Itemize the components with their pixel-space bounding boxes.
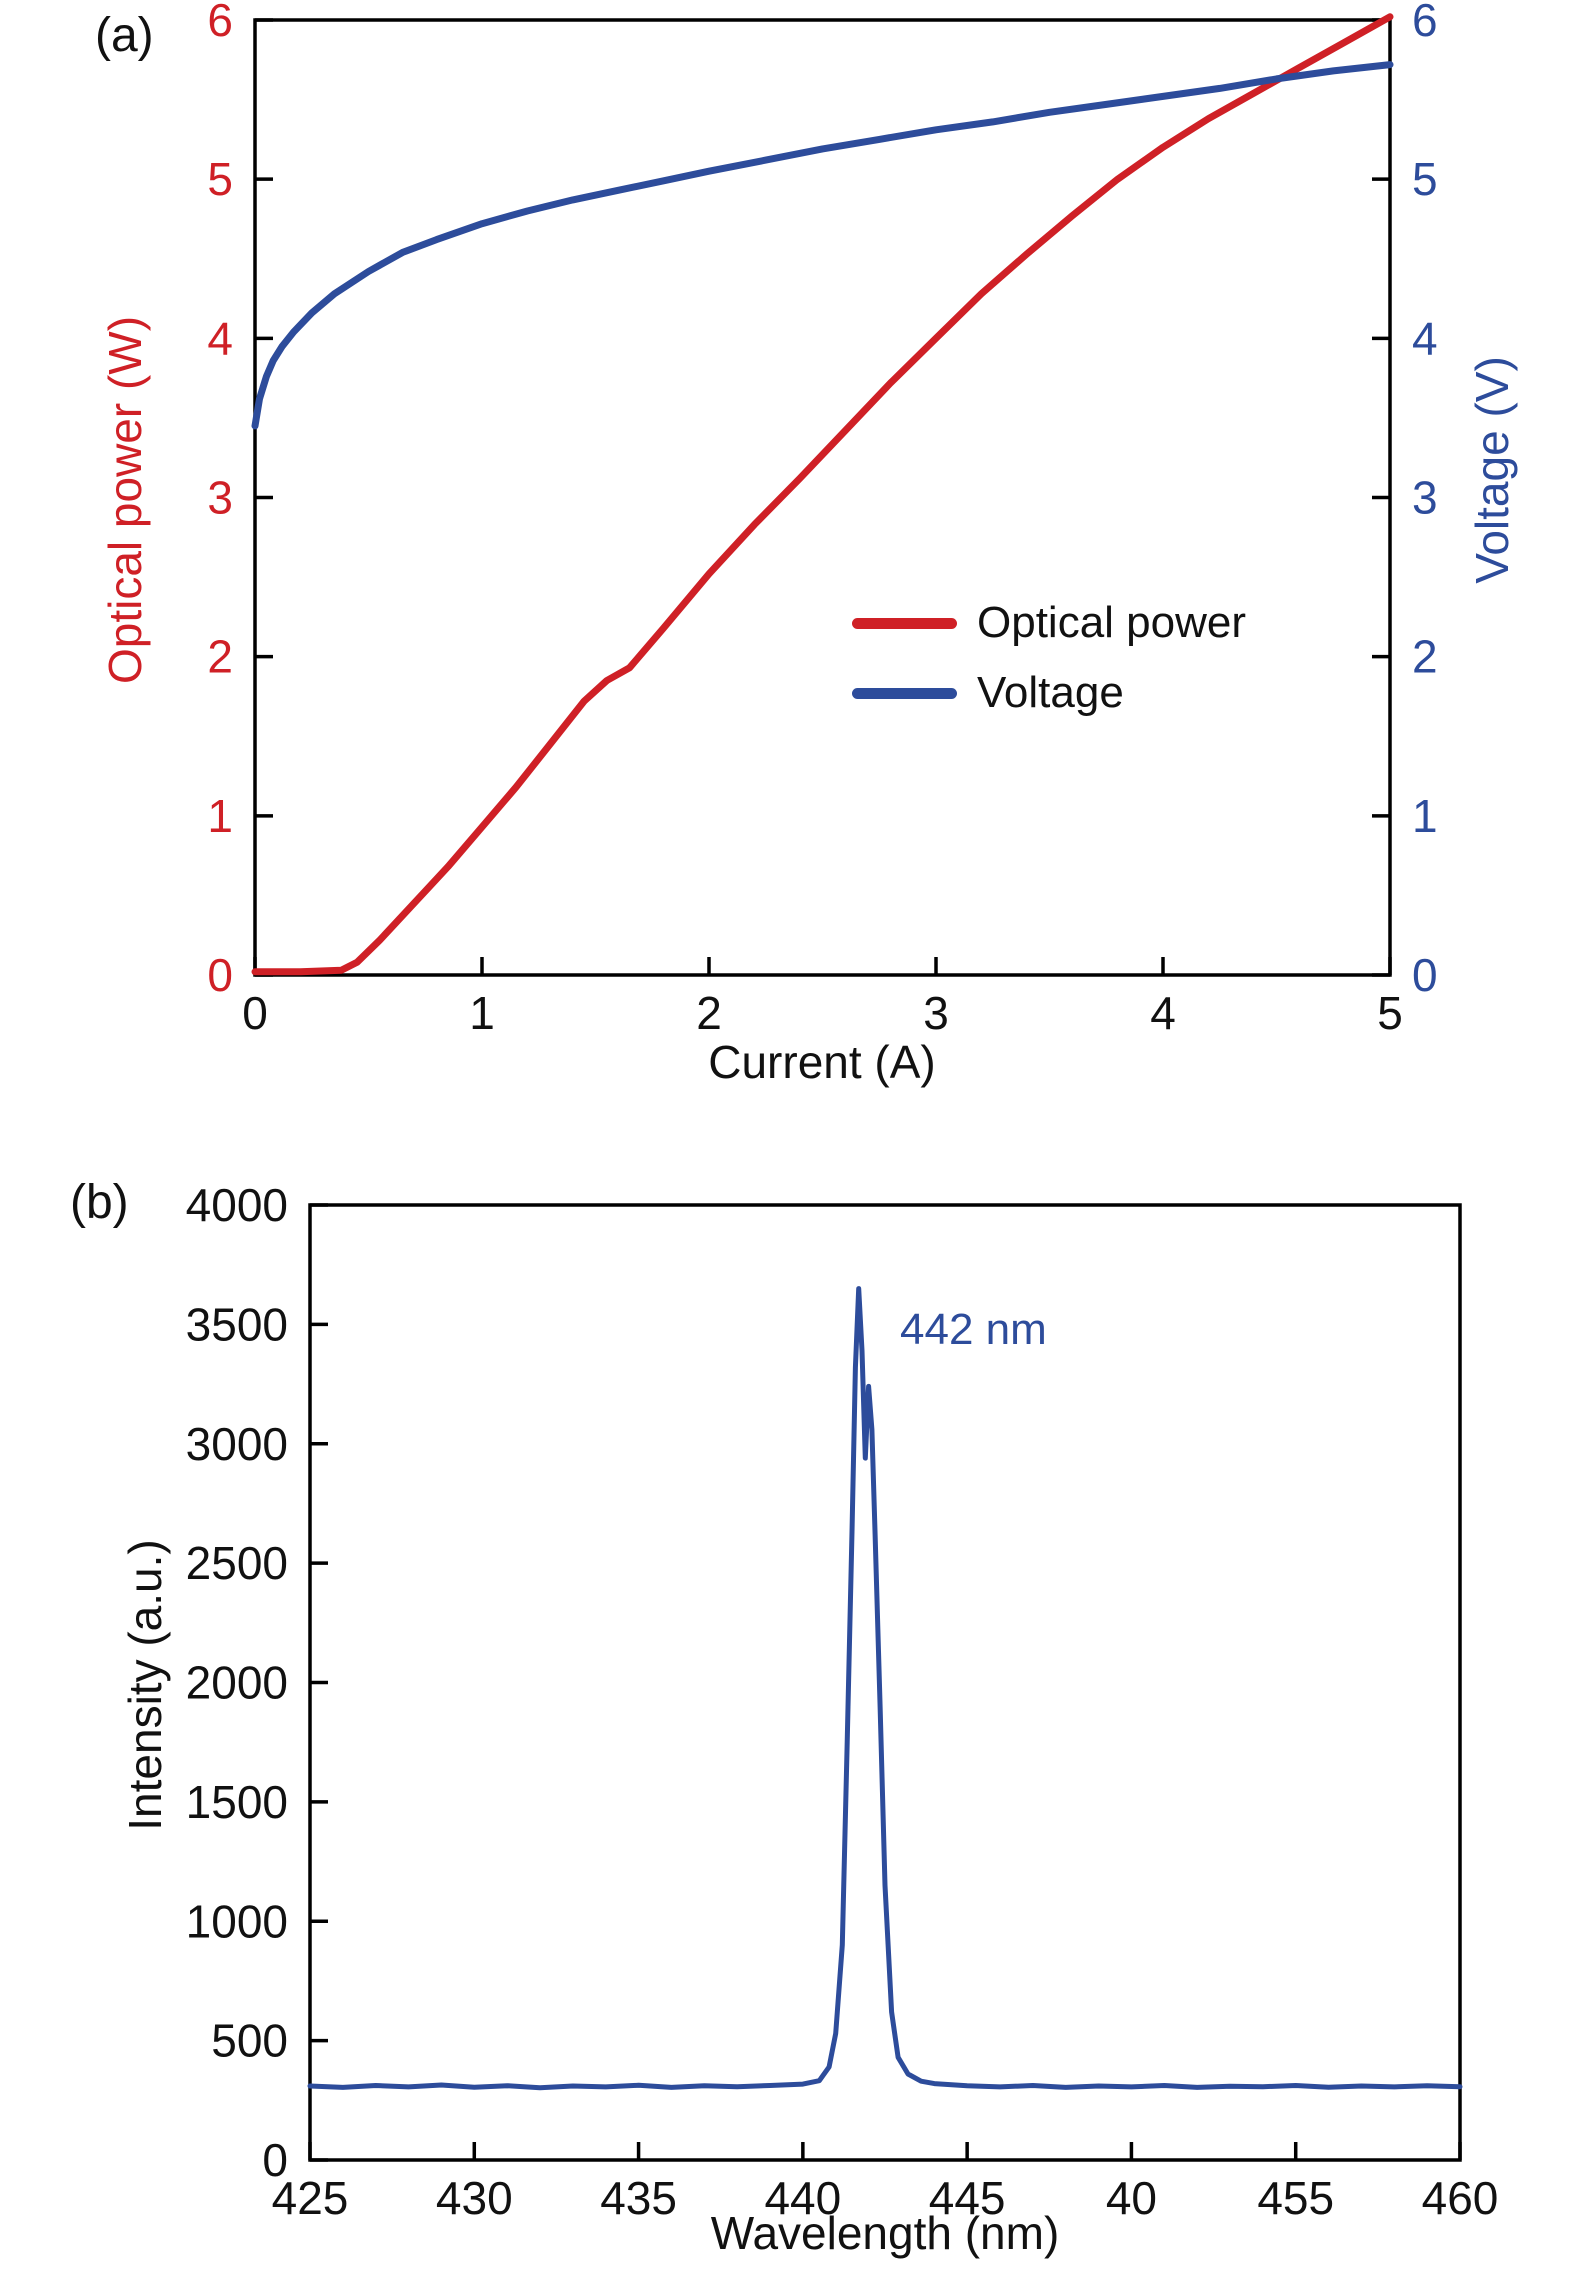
panel-a-label: (a)	[95, 9, 154, 62]
legend-item-optical-power: Optical power	[852, 598, 1246, 648]
y-tick-label: 1000	[186, 1895, 288, 1947]
panel-b-chart: 425 430 435 440 445 40 455 460 0 500 1000 1500 2000 2…	[186, 1179, 1499, 2224]
y-tick-label: 0	[262, 2134, 288, 2186]
x-tick-label: 460	[1422, 2172, 1499, 2224]
legend-label-voltage: Voltage	[977, 668, 1124, 717]
x-tick-label: 430	[436, 2172, 513, 2224]
x-tick-label: 1	[469, 987, 495, 1039]
panel-b-label: (b)	[70, 1176, 129, 1229]
panel-b-xlabel: Wavelength (nm)	[710, 2207, 1060, 2259]
x-tick-label: 455	[1257, 2172, 1334, 2224]
y-tick-label: 1500	[186, 1776, 288, 1828]
panel-a-xlabel: Current (A)	[708, 1036, 936, 1088]
panel-a-ylabel-left: Optical power (W)	[99, 315, 151, 685]
y-right-tick-label: 6	[1412, 0, 1438, 46]
y-left-tick-label: 2	[207, 631, 233, 683]
x-tick-label: 4	[1150, 987, 1176, 1039]
y-left-tick-label: 6	[207, 0, 233, 46]
legend-item-voltage: Voltage	[852, 668, 1246, 718]
x-tick-label: 40	[1106, 2172, 1157, 2224]
x-tick-label: 3	[923, 987, 949, 1039]
peak-wavelength-annotation: 442 nm	[900, 1305, 1047, 1354]
y-left-tick-label: 5	[207, 153, 233, 205]
y-right-tick-label: 1	[1412, 790, 1438, 842]
y-tick-label: 500	[211, 2015, 288, 2067]
panel-a-ylabel-right: Voltage (V)	[1466, 356, 1518, 584]
y-tick-label: 3500	[186, 1298, 288, 1350]
panel-b-ylabel: Intensity (a.u.)	[119, 1539, 171, 1831]
y-tick-label: 4000	[186, 1179, 288, 1231]
y-left-tick-label: 4	[207, 312, 233, 364]
x-tick-label: 425	[272, 2172, 349, 2224]
y-right-tick-label: 4	[1412, 312, 1438, 364]
y-left-tick-label: 3	[207, 472, 233, 524]
y-tick-label: 2000	[186, 1657, 288, 1709]
legend-label-optical-power: Optical power	[977, 598, 1247, 647]
x-tick-label: 440	[764, 2172, 841, 2224]
x-tick-label: 0	[242, 987, 268, 1039]
series-optical-power	[251, 13, 1394, 976]
panel-b: 425 430 435 440 445 40 455 460 0 500 1000 1500 2000 2…	[0, 1120, 1575, 2283]
y-right-tick-label: 2	[1412, 631, 1438, 683]
legend-swatch-optical-power	[852, 617, 957, 629]
plot-frame-b	[308, 1203, 1462, 2162]
y-left-tick-label: 0	[207, 949, 233, 1001]
y-left-tick-label: 1	[207, 790, 233, 842]
legend-swatch-voltage	[852, 687, 957, 699]
y-tick-label: 3000	[186, 1418, 288, 1470]
panel-a-legend: Optical power Voltage	[852, 598, 1246, 718]
x-tick-label: 5	[1377, 987, 1403, 1039]
plot-frame-a	[253, 18, 1392, 977]
x-tick-label: 2	[696, 987, 722, 1039]
y-right-tick-label: 3	[1412, 472, 1438, 524]
x-tick-label: 435	[600, 2172, 677, 2224]
y-tick-label: 2500	[186, 1537, 288, 1589]
y-right-tick-label: 5	[1412, 153, 1438, 205]
x-tick-label: 445	[929, 2172, 1006, 2224]
series-spectrum	[307, 1286, 1463, 2091]
series-voltage	[251, 61, 1394, 430]
y-right-tick-label: 0	[1412, 949, 1438, 1001]
